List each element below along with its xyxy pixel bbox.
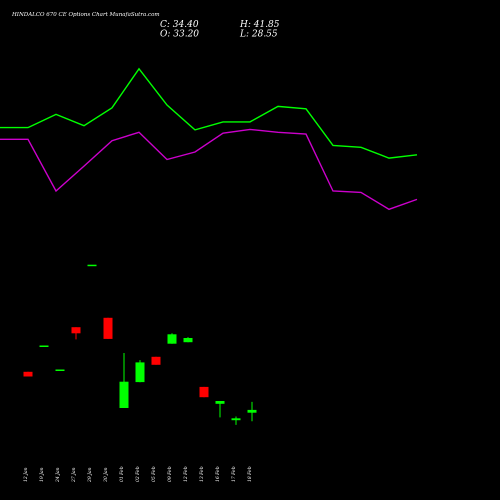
date-label: 17 Feb	[231, 466, 237, 482]
candle-body	[119, 381, 129, 408]
candle-body	[247, 409, 257, 413]
low-value: L: 28.55	[239, 30, 278, 40]
high-value: H: 41.85	[239, 20, 280, 30]
date-label: 24 Jan	[55, 467, 61, 483]
indicator-line-1	[0, 67, 418, 159]
date-label: 27 Jan	[71, 467, 77, 483]
date-label: 12 Jan	[23, 467, 29, 482]
candle-7	[119, 353, 129, 408]
candle-body	[71, 327, 81, 334]
candle-1	[23, 371, 33, 377]
candle-body	[135, 362, 145, 383]
candle-body	[103, 317, 113, 339]
candle-11	[183, 337, 193, 343]
candle-13	[215, 401, 225, 418]
indicator-lines	[0, 67, 418, 211]
candle-body	[215, 401, 225, 404]
date-label: 05 Feb	[151, 466, 157, 482]
candle-body	[151, 356, 161, 365]
open-value: O: 33.20	[160, 30, 199, 40]
candle-5	[87, 264, 97, 267]
candle-body	[231, 418, 241, 421]
candles	[23, 264, 257, 425]
date-label: 12 Feb	[183, 466, 189, 482]
date-label: 30 Jan	[103, 467, 109, 482]
candle-10	[167, 333, 177, 344]
candle-body	[183, 338, 193, 343]
candle-12	[199, 386, 209, 398]
date-label: 16 Feb	[215, 466, 221, 482]
date-label: 02 Feb	[135, 466, 141, 482]
candle-4	[71, 327, 81, 340]
candle-body	[39, 345, 49, 347]
candle-14	[231, 416, 241, 425]
date-label: 09 Feb	[167, 466, 173, 482]
candle-3	[55, 369, 65, 371]
candle-8	[135, 360, 145, 383]
date-label: 18 Feb	[247, 466, 253, 482]
candle-body	[199, 386, 209, 398]
chart-title: HINDALCO 670 CE Options Chart MunafaSutr…	[11, 12, 160, 18]
date-label: 29 Jan	[87, 467, 93, 483]
candle-body	[87, 264, 97, 267]
date-label: 01 Feb	[119, 466, 125, 482]
candle-2	[39, 345, 49, 347]
date-label: 19 Jan	[39, 467, 45, 482]
indicator-line-2	[0, 128, 418, 211]
candle-body	[55, 369, 65, 371]
close-value: C: 34.40	[160, 20, 199, 30]
candle-body	[23, 371, 33, 377]
date-axis: 12 Jan 19 Jan 24 Jan 27 Jan 29 Jan 30 Jan 01 F…	[23, 466, 253, 483]
candle-6	[103, 317, 113, 339]
date-label: 13 Feb	[199, 466, 205, 482]
candle-body	[167, 334, 177, 344]
candle-9	[151, 356, 161, 365]
candle-15	[247, 401, 257, 422]
